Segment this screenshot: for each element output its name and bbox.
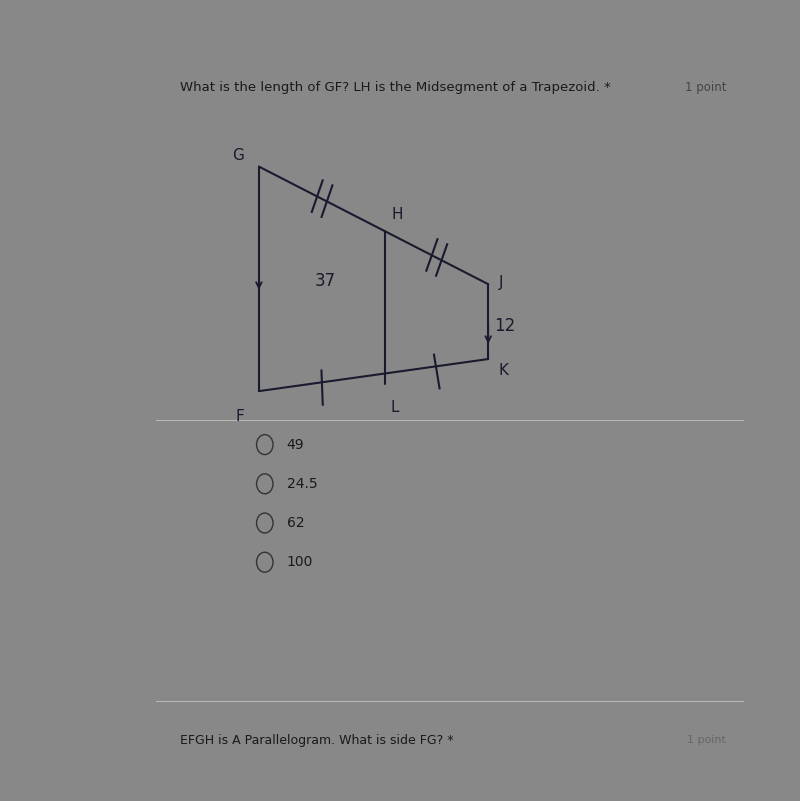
Text: L: L: [390, 400, 398, 415]
Text: K: K: [499, 363, 509, 377]
Text: 1 point: 1 point: [687, 735, 726, 746]
Text: 100: 100: [286, 555, 313, 570]
Text: What is the length of GF? LH is the Midsegment of a Trapezoid. *: What is the length of GF? LH is the Mids…: [179, 81, 610, 94]
Text: F: F: [235, 409, 244, 424]
Text: 49: 49: [286, 437, 304, 452]
Text: 12: 12: [494, 316, 515, 335]
Text: 24.5: 24.5: [286, 477, 317, 491]
Text: 62: 62: [286, 516, 304, 530]
Text: H: H: [391, 207, 402, 222]
Text: EFGH is A Parallelogram. What is side FG? *: EFGH is A Parallelogram. What is side FG…: [179, 734, 453, 747]
Text: 37: 37: [314, 272, 335, 290]
Text: 1 point: 1 point: [685, 81, 726, 94]
Text: J: J: [499, 276, 503, 290]
Text: G: G: [232, 148, 244, 163]
